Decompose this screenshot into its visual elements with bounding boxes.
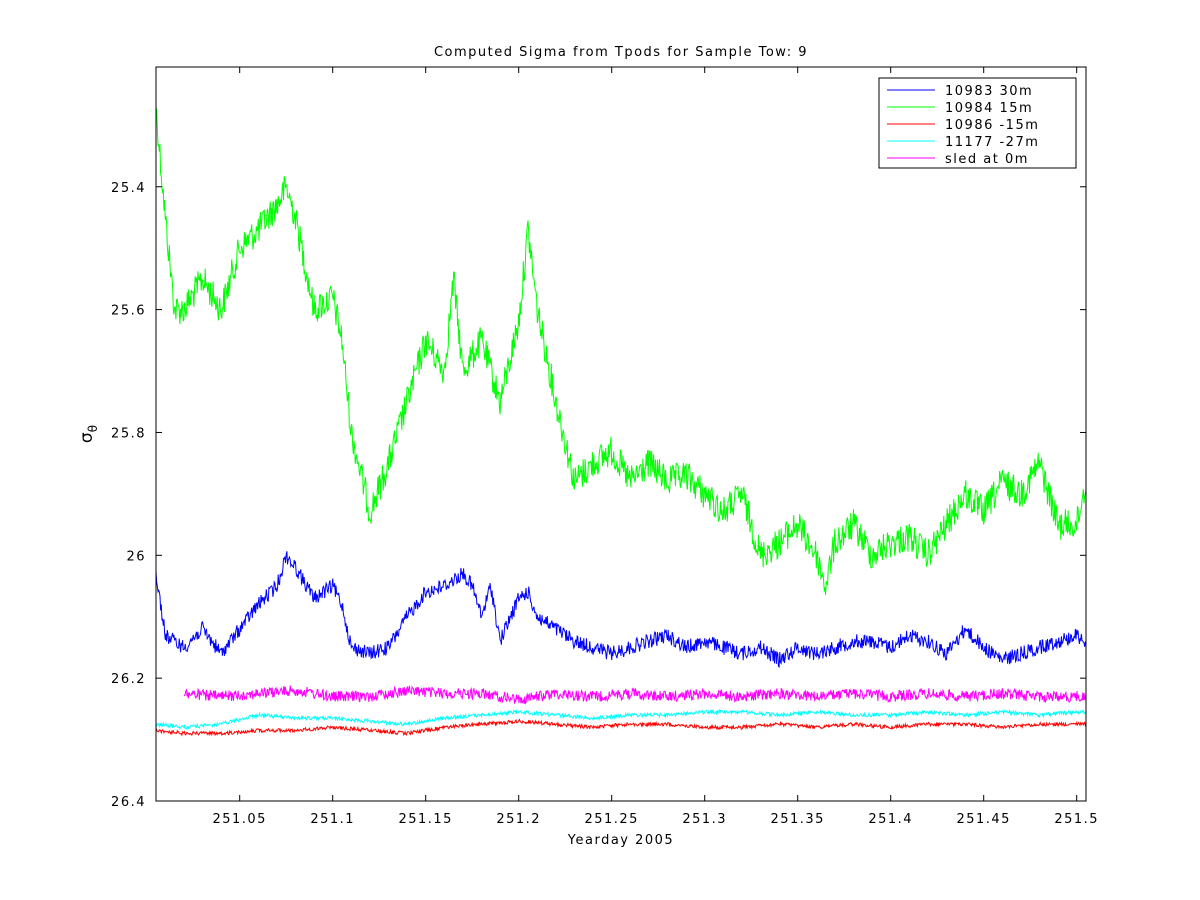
legend-entry-label: sled at 0m bbox=[945, 152, 1029, 167]
y-tick-label: 26.2 bbox=[111, 672, 146, 687]
x-tick-label: 251.2 bbox=[496, 812, 541, 827]
x-tick-label: 251.15 bbox=[398, 812, 453, 827]
plot-frame bbox=[155, 66, 1087, 802]
series-line-11177-27m bbox=[155, 708, 1087, 730]
y-tick-label: 25.6 bbox=[111, 304, 146, 319]
legend: 10983 30m 10984 15m 10986 -15m 11177 -27m sl… bbox=[878, 77, 1077, 169]
legend-entry-label: 10984 15m bbox=[945, 101, 1033, 116]
y-axis-label-sigma: σ bbox=[77, 432, 97, 443]
plot-data-layer bbox=[155, 108, 1087, 737]
svg-text:σθ: σθ bbox=[77, 425, 100, 443]
series-line-10984-15m bbox=[155, 108, 1087, 595]
x-tick-label: 251.5 bbox=[1054, 812, 1099, 827]
y-tick-label: 25.8 bbox=[111, 426, 146, 441]
chart-title: Computed Sigma from Tpods for Sample Tow… bbox=[434, 45, 808, 60]
legend-box bbox=[878, 77, 1077, 169]
x-tick-label: 251.1 bbox=[310, 812, 355, 827]
series-line-sled-at-0m bbox=[183, 685, 1087, 705]
legend-entry-label: 11177 -27m bbox=[945, 135, 1039, 150]
series-line-10986-15m bbox=[155, 718, 1087, 737]
legend-entry-label: 10983 30m bbox=[945, 84, 1033, 99]
x-tick-label: 251.35 bbox=[770, 812, 825, 827]
y-tick-label: 26.4 bbox=[111, 795, 146, 810]
x-tick-label: 251.25 bbox=[584, 812, 639, 827]
x-tick-label: 251.4 bbox=[868, 812, 913, 827]
x-tick-label: 251.45 bbox=[956, 812, 1011, 827]
x-tick-label: 251.3 bbox=[682, 812, 727, 827]
legend-entry-label: 10986 -15m bbox=[945, 118, 1039, 133]
x-tick-label: 251.05 bbox=[212, 812, 267, 827]
y-axis-label: σθ bbox=[77, 425, 100, 443]
y-tick-label: 26 bbox=[126, 549, 146, 564]
y-axis-label-subscript: θ bbox=[86, 425, 100, 432]
axis-ticks: 251.05 251.1 251.15 251.2 251.25 251.3 251.35 2… bbox=[111, 67, 1099, 827]
series-line-10983-30m bbox=[155, 551, 1087, 669]
x-axis-label: Yearday 2005 bbox=[567, 833, 674, 848]
y-tick-label: 25.4 bbox=[111, 181, 146, 196]
